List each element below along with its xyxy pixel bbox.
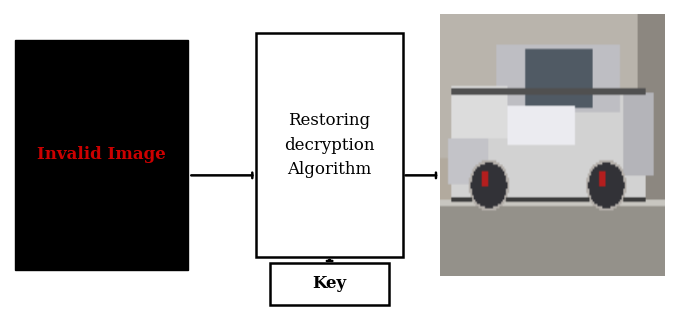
Bar [15, 40, 189, 270]
Text: Key: Key [313, 275, 347, 292]
Bar [257, 33, 403, 257]
Bar [270, 263, 389, 305]
Text: Restoring
decryption
Algorithm: Restoring decryption Algorithm [284, 112, 375, 178]
Text: Invalid Image: Invalid Image [38, 146, 166, 163]
